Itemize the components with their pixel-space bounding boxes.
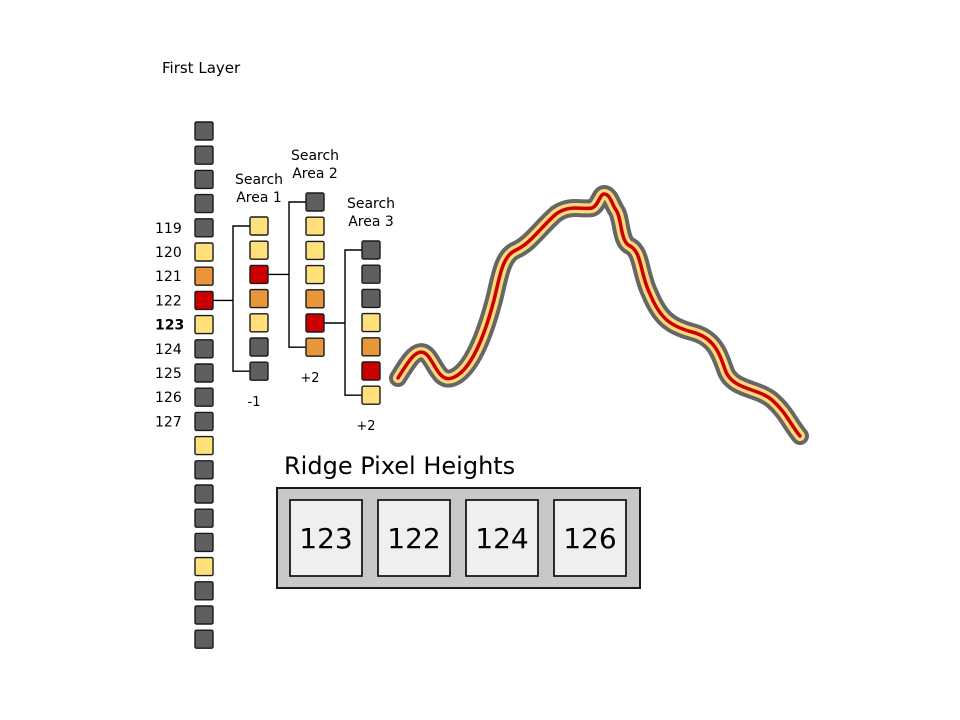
row-label: 123 (155, 318, 184, 334)
search-area-cell (305, 192, 325, 212)
search-area-title-line1: Search (291, 148, 339, 164)
connector-lines (213, 201, 362, 396)
row-label: 127 (155, 414, 182, 430)
first-layer-cell (194, 484, 214, 504)
first-layer-cell (194, 290, 214, 311)
first-layer-cell (194, 314, 214, 335)
search-area-cell (249, 337, 269, 357)
first-layer-cell (194, 532, 214, 553)
search-area-cell (305, 240, 325, 261)
ridge-value: 122 (387, 522, 440, 555)
first-layer-cell (194, 435, 214, 456)
search-area-title-line2: Area 3 (348, 214, 394, 230)
row-label: 122 (155, 293, 182, 309)
ridge-value: 124 (475, 522, 528, 555)
search-area-cell (305, 313, 325, 333)
bracket-line (288, 201, 306, 348)
first-layer-cell (194, 339, 214, 359)
search-area-cell (249, 216, 269, 236)
row-label: 126 (155, 390, 182, 406)
first-layer-cell (194, 242, 214, 262)
ridge-value-cell (377, 499, 451, 577)
search-area-cell (361, 385, 381, 405)
search-area-cell (361, 240, 381, 260)
search-area-cell (305, 216, 325, 236)
first-layer-cell (194, 629, 214, 649)
search-area-cell (305, 337, 325, 357)
search-area-title-line1: Search (235, 172, 283, 188)
search-area-offset: +2 (356, 419, 375, 434)
search-area-cell (249, 264, 269, 285)
diagram-title: First Layer (162, 59, 241, 77)
first-layer-cell (194, 460, 214, 480)
row-labels: 119 120 121 122 123 124 125 126 127 (155, 221, 184, 431)
search-area-title-line2: Area 1 (236, 190, 282, 206)
search-area-cell (249, 361, 269, 381)
search-area-title-line1: Search (347, 196, 395, 212)
first-layer-cell (194, 581, 214, 601)
first-layer-cell (194, 363, 214, 383)
search-area-cell (249, 288, 269, 309)
ridge-curve (389, 185, 809, 445)
first-layer-cell (194, 387, 214, 407)
search-area-cell (361, 361, 381, 381)
ridge-value: 126 (563, 522, 616, 555)
ridge-value-cell (465, 499, 539, 577)
bracket-line (232, 225, 250, 372)
first-layer-cell (194, 411, 214, 432)
search-area-cell (249, 240, 269, 260)
ridge-value-cell (553, 499, 627, 577)
search-area-title-line2: Area 2 (292, 166, 338, 182)
first-layer-column (194, 121, 214, 649)
search-area-cell (305, 264, 325, 285)
search-area-offset: -1 (248, 395, 261, 410)
bracket-line (344, 249, 362, 396)
search-area-cell (249, 313, 269, 333)
row-label: 119 (155, 221, 182, 237)
first-layer-cell (194, 605, 214, 625)
ridge-value-cells: 123 122 124 126 (289, 499, 627, 577)
first-layer-cell (194, 218, 214, 238)
ridge-panel-title: Ridge Pixel Heights (284, 452, 515, 480)
first-layer-cell (194, 556, 214, 577)
search-area-cell (361, 312, 381, 333)
first-layer-cell (194, 266, 214, 286)
search-area-cell (361, 288, 381, 309)
first-layer-cell (194, 121, 214, 141)
row-label: 124 (155, 342, 182, 358)
search-area-2: Search Area 2 +2 (291, 148, 339, 386)
first-layer-cell (194, 508, 214, 528)
search-area-1: Search Area 1 -1 (235, 172, 283, 410)
search-areas: Search Area 1 -1 Search Area 2 +2 Search Area 3… (235, 148, 395, 434)
row-label: 120 (155, 245, 182, 261)
search-area-cell (361, 264, 381, 284)
first-layer-cell (194, 169, 214, 190)
search-area-3: Search Area 3 +2 (347, 196, 395, 434)
search-area-cell (361, 337, 381, 357)
row-label: 121 (155, 269, 182, 285)
ridge-value: 123 (299, 522, 352, 555)
search-area-offset: +2 (300, 371, 319, 386)
first-layer-cell (194, 193, 214, 214)
first-layer-cell (194, 145, 214, 165)
search-area-cell (305, 289, 325, 309)
ridge-value-cell (289, 499, 363, 577)
row-label: 125 (155, 366, 182, 382)
